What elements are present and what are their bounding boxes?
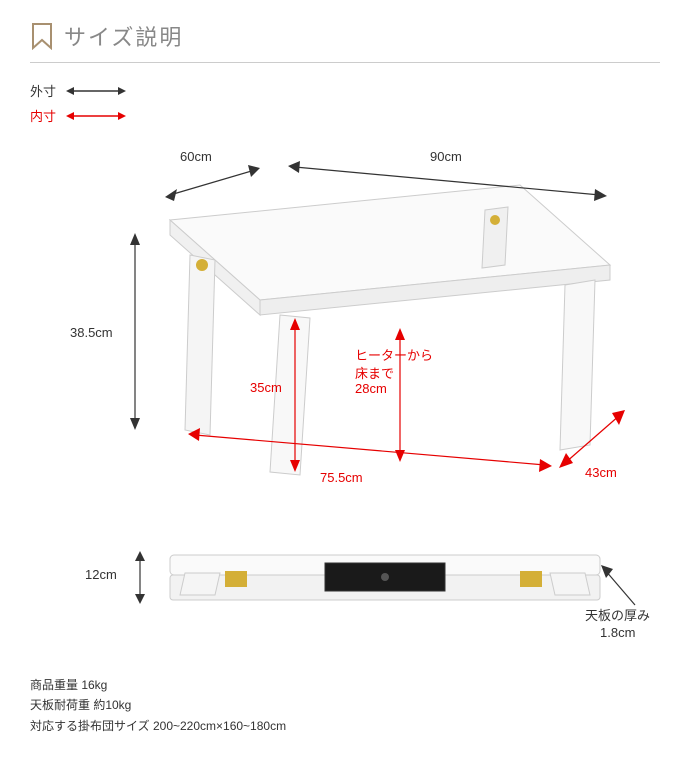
label-thickness-text: 天板の厚み xyxy=(585,605,650,624)
ribbon-icon xyxy=(30,22,54,50)
arrow-thickness xyxy=(601,565,635,605)
legend-inner-row: 内寸 xyxy=(30,106,660,125)
label-thickness-value: 1.8cm xyxy=(600,625,635,640)
specs-block: 商品重量 16kg 天板耐荷重 約10kg 対応する掛布団サイズ 200~220… xyxy=(30,675,660,736)
arrow-inner-width xyxy=(188,428,552,472)
label-inner-depth: 43cm xyxy=(585,465,617,480)
main-diagram: 60cm 90cm 38.5cm 35cm ヒーターから 床まで 28cm 75… xyxy=(30,135,660,505)
legend-inner-arrow-icon xyxy=(66,111,126,121)
label-width: 90cm xyxy=(430,149,462,164)
label-heater-l2: 床まで xyxy=(355,363,394,382)
label-depth: 60cm xyxy=(180,149,212,164)
spec-load: 天板耐荷重 約10kg xyxy=(30,695,660,715)
legend: 外寸 内寸 xyxy=(30,81,660,125)
header: サイズ説明 xyxy=(30,20,660,63)
legend-outer-row: 外寸 xyxy=(30,81,660,100)
label-folded-height: 12cm xyxy=(85,567,117,582)
table-illustration xyxy=(170,185,610,475)
label-inner-height: 35cm xyxy=(250,380,282,395)
table-diagram-svg xyxy=(30,135,660,505)
spec-futon: 対応する掛布団サイズ 200~220cm×160~180cm xyxy=(30,716,660,736)
legend-outer-label: 外寸 xyxy=(30,81,58,100)
spec-weight: 商品重量 16kg xyxy=(30,675,660,695)
legend-outer-arrow-icon xyxy=(66,86,126,96)
label-heater-l3: 28cm xyxy=(355,381,387,396)
arrow-depth xyxy=(165,165,260,201)
folded-diagram: 12cm 天板の厚み 1.8cm xyxy=(30,525,660,645)
arrow-folded-height xyxy=(135,551,145,604)
header-title: サイズ説明 xyxy=(64,20,183,52)
legend-inner-label: 内寸 xyxy=(30,106,58,125)
label-heater-l1: ヒーターから xyxy=(355,345,433,364)
label-inner-width: 75.5cm xyxy=(320,470,363,485)
label-height: 38.5cm xyxy=(70,325,113,340)
arrow-height xyxy=(130,233,140,430)
folded-table-svg xyxy=(30,525,660,645)
